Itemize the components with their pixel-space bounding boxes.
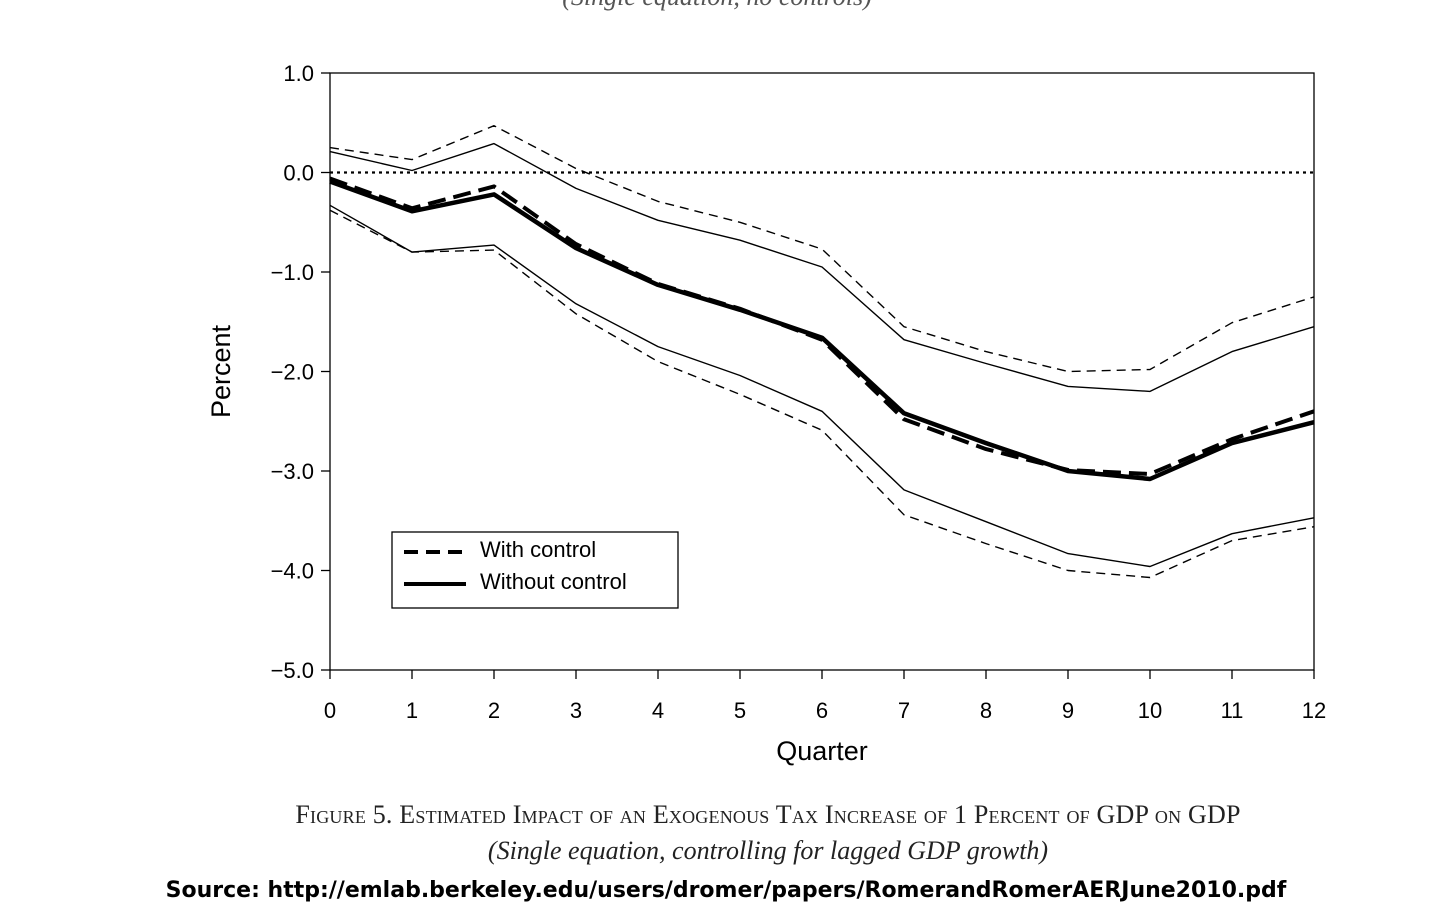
legend-label: Without control [480,569,627,594]
y-axis-label: Percent [206,324,236,418]
y-tick-label: 1.0 [283,61,314,86]
top-caption: (Single equation, no controls) [0,0,1434,12]
x-tick-label: 3 [570,698,582,723]
x-axis-label: Quarter [776,736,868,766]
x-tick-label: 8 [980,698,992,723]
x-tick-label: 7 [898,698,910,723]
confidence-band-dashed-line [329,209,1315,579]
source-citation: Source: http://emlab.berkeley.edu/users/… [165,878,1287,903]
x-tick-label: 1 [406,698,418,723]
series-with-control-line [329,176,1315,476]
confidence-band-solid-line [329,204,1315,568]
chart-axes: 1.00.0−1.0−2.0−3.0−4.0−5.00 1 2 3 4 5 6 7 8 9 10 11… [206,61,1326,766]
x-tick-label: 9 [1062,698,1074,723]
legend: With control Without control [391,531,679,609]
legend-label: With control [480,537,596,562]
y-tick-label: −1.0 [271,260,314,285]
x-tick-label: 12 [1302,698,1326,723]
y-tick-label: −2.0 [271,360,314,385]
x-tick-label: 2 [488,698,500,723]
y-tick-label: −4.0 [271,559,314,584]
x-tick-label: 0 [324,698,336,723]
line-chart: 1.00.0−1.0−2.0−3.0−4.0−5.00 1 2 3 4 5 6 7 8 9 10 11… [206,61,1326,766]
chart-series [329,124,1315,579]
x-tick-label: 5 [734,698,746,723]
series-without-control-line [329,179,1315,482]
x-tick-label: 4 [652,698,664,723]
y-tick-label: −3.0 [271,459,314,484]
legend-box [391,531,679,609]
x-tick-label: 6 [816,698,828,723]
figure-subcaption: (Single equation, controlling for lagged… [487,836,1049,865]
confidence-band-solid-line [329,142,1315,393]
confidence-band-dashed-line [329,124,1315,373]
y-tick-label: 0.0 [283,161,314,186]
y-tick-label: −5.0 [271,658,314,683]
figure-caption: Figure 5. Estimated Impact of an Exogeno… [295,800,1241,829]
x-tick-label: 10 [1138,698,1162,723]
x-tick-label: 11 [1221,698,1244,723]
